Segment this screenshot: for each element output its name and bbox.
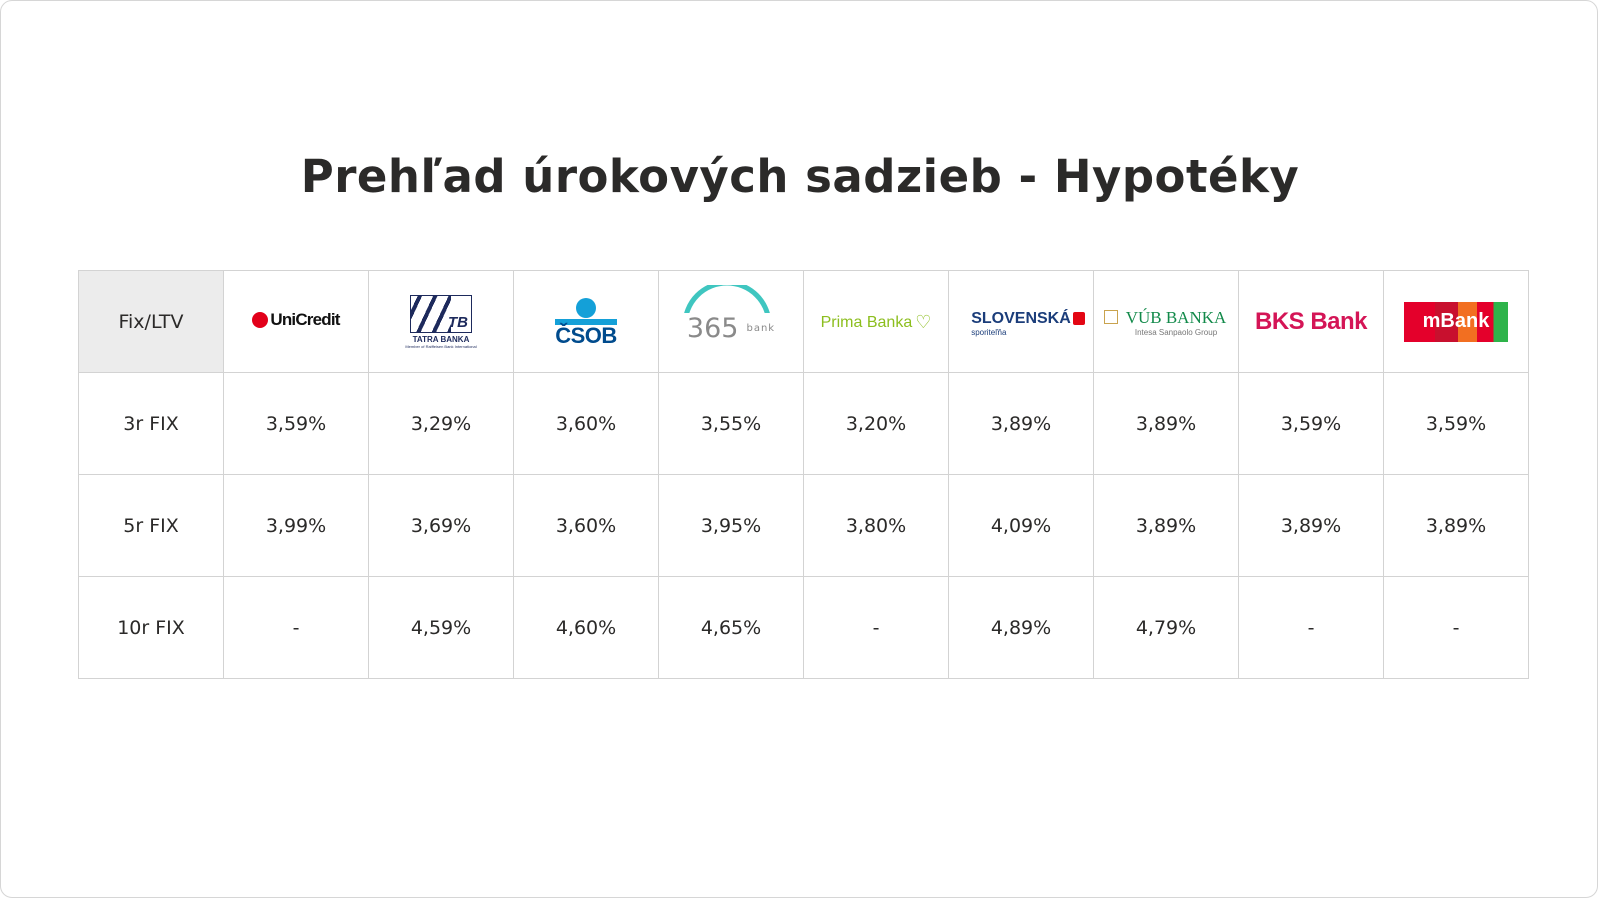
bank-logo: SLOVENSKÁ sporiteľňa — [948, 270, 1094, 373]
logo-arc — [684, 285, 770, 313]
page-title: Prehľad úrokových sadzieb - Hypotéky — [300, 150, 1300, 203]
logo-sub: bank — [746, 323, 776, 334]
rate-cell: 3,99% — [223, 474, 369, 577]
rate-cell: 4,79% — [1093, 576, 1239, 679]
logo-text: ČSOB — [555, 322, 617, 348]
logo-text: SLOVENSKÁ — [971, 310, 1071, 327]
logo-text: Prima Banka — [820, 313, 913, 331]
rate-cell: 3,89% — [1093, 474, 1239, 577]
row-label: 3r FIX — [78, 372, 224, 475]
bank-logo: 365 bank — [658, 270, 804, 373]
bank-logo: mBank — [1383, 270, 1529, 373]
logo-icon — [252, 312, 269, 328]
csob-logo: ČSOB — [555, 297, 617, 348]
logo-text: TATRA BANKA — [412, 334, 470, 344]
logo-sub: sporiteľňa — [971, 328, 1007, 337]
bank-logo: ČSOB — [513, 270, 659, 373]
rate-cell: 3,80% — [803, 474, 949, 577]
logo-icon — [1072, 312, 1085, 325]
logo-icon — [576, 297, 596, 318]
row-label: 10r FIX — [78, 576, 224, 679]
mbank-logo: mBank — [1404, 301, 1508, 342]
rate-cell: 3,59% — [223, 372, 369, 475]
logo-mark: TB — [410, 294, 472, 333]
rate-cell: 3,29% — [368, 372, 514, 475]
bank-logo: Prima Banka ♡ — [803, 270, 949, 373]
rate-row: 10r FIX -4,59% 4,60% 4,65% -4,89% 4,79% - - — [78, 576, 1529, 679]
rate-cell: - — [803, 576, 949, 679]
row-label: 5r FIX — [78, 474, 224, 577]
bank-logo: UniCredit — [223, 270, 369, 373]
rate-cell: 3,89% — [948, 372, 1094, 475]
logo-sub: Intesa Sanpaolo Group — [1134, 328, 1218, 337]
vub-logo: VÚB BANKA Intesa Sanpaolo Group — [1103, 308, 1227, 337]
rate-cell: - — [223, 576, 369, 679]
bks-logo: BKS Bank — [1254, 307, 1368, 335]
rate-row: 3r FIX 3,59% 3,29% 3,60% 3,55% 3,20% 3,89% 3,89… — [78, 372, 1529, 475]
logo-icon: ♡ — [915, 312, 932, 333]
bank-logo: BKS Bank — [1238, 270, 1384, 373]
rate-cell: 3,20% — [803, 372, 949, 475]
rate-cell: 3,89% — [1383, 474, 1529, 577]
b365-logo: 365 bank — [684, 285, 776, 344]
logo-text: 365 — [686, 313, 739, 344]
header-row: Fix/LTV UniCredit TB TATRA BANKA Member of… — [78, 270, 1529, 373]
logo-icon — [1103, 310, 1118, 324]
rate-cell: 3,59% — [1238, 372, 1384, 475]
logo-icon — [555, 318, 617, 325]
rate-cell: 4,09% — [948, 474, 1094, 577]
rate-cell: 3,95% — [658, 474, 804, 577]
rate-cell: 4,89% — [948, 576, 1094, 679]
rate-cell: 4,59% — [368, 576, 514, 679]
rate-cell: 3,55% — [658, 372, 804, 475]
unicredit-logo: UniCredit — [252, 310, 340, 330]
rate-table: Fix/LTV UniCredit TB TATRA BANKA Member of… — [78, 270, 1529, 679]
rate-cell: - — [1383, 576, 1529, 679]
rate-cell: 3,89% — [1238, 474, 1384, 577]
prima-logo: Prima Banka ♡ — [821, 312, 932, 333]
rate-cell: 3,60% — [513, 372, 659, 475]
corner-cell: Fix/LTV — [78, 270, 224, 373]
bank-logo: VÚB BANKA Intesa Sanpaolo Group — [1093, 270, 1239, 373]
logo-note: Member of Raiffeisen Bank International — [405, 343, 477, 349]
rate-cell: 4,60% — [513, 576, 659, 679]
bank-logo: TB TATRA BANKA Member of Raiffeisen Bank I… — [368, 270, 514, 373]
rate-cell: - — [1238, 576, 1384, 679]
rate-cell: 3,69% — [368, 474, 514, 577]
rate-cell: 4,65% — [658, 576, 804, 679]
tatra-logo: TB TATRA BANKA Member of Raiffeisen Bank I… — [405, 294, 477, 349]
rate-cell: 3,60% — [513, 474, 659, 577]
rate-cell: 3,59% — [1383, 372, 1529, 475]
rate-row: 5r FIX 3,99% 3,69% 3,60% 3,95% 3,80% 4,09% 3,89… — [78, 474, 1529, 577]
logo-text: VÚB BANKA — [1125, 308, 1227, 327]
rate-cell: 3,89% — [1093, 372, 1239, 475]
logo-text: UniCredit — [270, 310, 340, 329]
slsp-logo: SLOVENSKÁ sporiteľňa — [971, 310, 1085, 337]
